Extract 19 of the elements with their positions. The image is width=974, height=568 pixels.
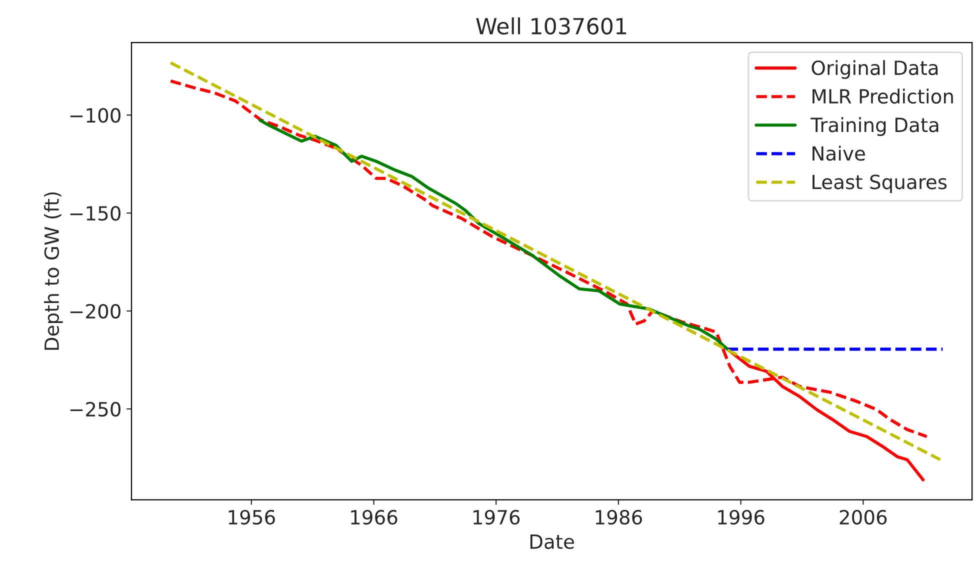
chart-title: Well 1037601: [476, 17, 626, 35]
x-tick-label: 1986: [596, 510, 642, 525]
legend-label: Training Data: [810, 117, 938, 136]
x-tick-label: 1976: [473, 510, 520, 525]
x-tick-label: 2006: [840, 510, 887, 525]
x-tick-label: 1956: [228, 510, 275, 525]
x-tick-label: 1996: [718, 510, 764, 525]
legend-label: Original Data: [812, 60, 938, 79]
legend-label: Least Squares: [812, 174, 947, 194]
legend-label: MLR Prediction: [812, 88, 953, 104]
line-series: [258, 118, 729, 351]
y-tick-label: −250: [70, 402, 120, 417]
y-tick-label: −150: [70, 206, 120, 221]
y-tick-label: −100: [70, 108, 120, 123]
x-axis-title: Date: [530, 534, 574, 549]
legend-label: Naive: [812, 146, 865, 161]
x-tick-label: 1966: [351, 510, 398, 525]
y-axis-title: Depth to GW (ft): [44, 192, 63, 350]
y-tick-label: −200: [70, 304, 120, 319]
